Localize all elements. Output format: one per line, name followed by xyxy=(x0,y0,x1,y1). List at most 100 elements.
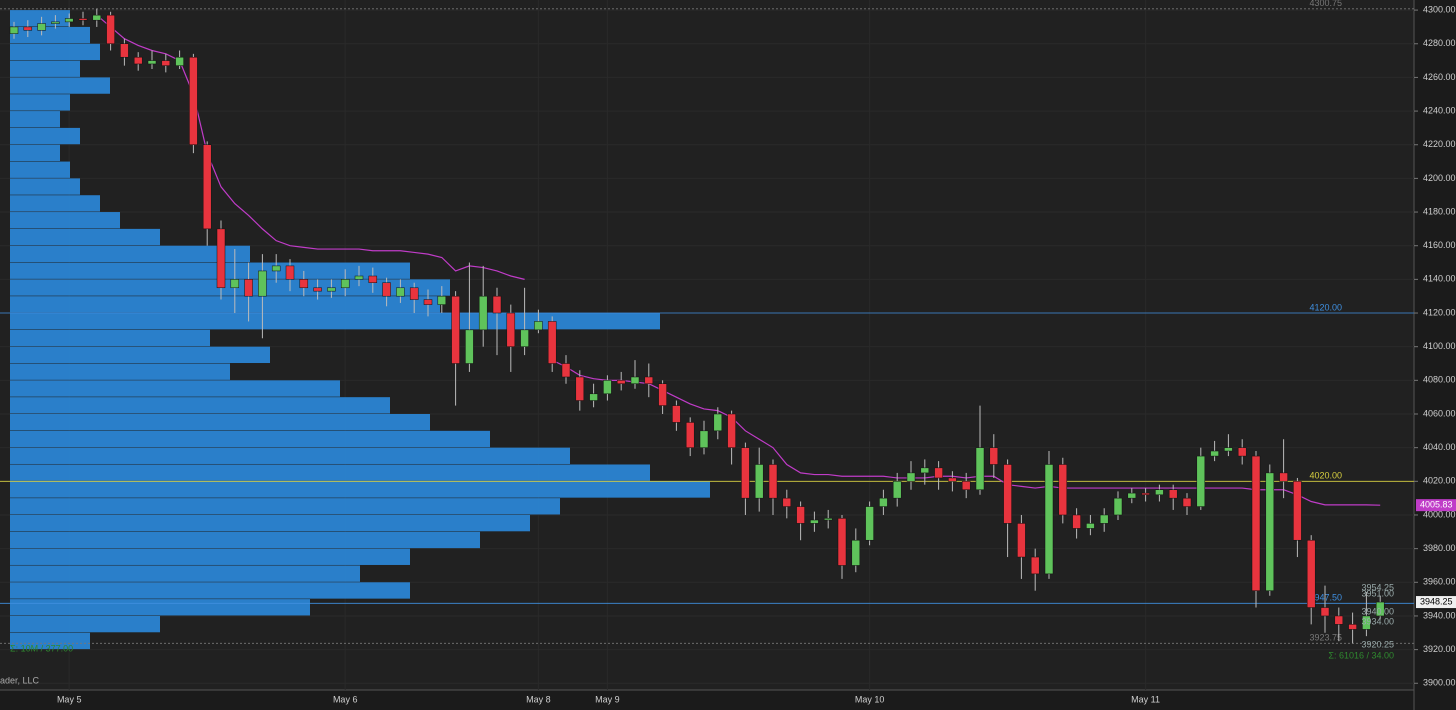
candle-body xyxy=(478,295,488,331)
candle-body xyxy=(37,23,46,31)
profile-bar xyxy=(10,245,250,263)
level-label: 3947.50 xyxy=(1309,593,1342,603)
y-tick-label: 4260.00 xyxy=(1423,72,1456,82)
candle-body xyxy=(1293,481,1302,541)
y-tick-label: 3900.00 xyxy=(1423,678,1456,688)
candle-body xyxy=(1362,615,1371,630)
candle-body xyxy=(327,287,336,292)
y-tick-label: 4060.00 xyxy=(1423,408,1456,418)
candle-body xyxy=(1113,497,1123,516)
candle-body xyxy=(451,295,460,364)
candle-body xyxy=(520,329,529,347)
candles xyxy=(9,8,1385,644)
labels: ader, LLC Σ: 10M / 377.00 3900.00 3920.00… xyxy=(0,4,1456,704)
profile-bar xyxy=(10,531,480,549)
candle-body xyxy=(133,56,143,65)
candle-body xyxy=(837,518,847,566)
candle-body xyxy=(175,56,184,66)
profile-label: Σ: 10M / 377.00 xyxy=(10,643,73,653)
candle-body xyxy=(644,376,654,384)
x-tick-label: May 10 xyxy=(855,694,885,704)
level-label: 3923.75 xyxy=(1309,633,1342,643)
candle-body xyxy=(616,380,626,384)
candle-body xyxy=(989,447,999,465)
candle-body xyxy=(423,299,433,305)
levels: 4300.75 4120.00 4020.00 3947.50 3923.75 xyxy=(0,0,1414,644)
profile-bar xyxy=(10,447,570,464)
candle-body xyxy=(51,21,60,24)
price-tag-label: 4005.83 xyxy=(1420,500,1453,510)
candle-body xyxy=(961,481,971,490)
x-tick-label: May 8 xyxy=(526,694,551,704)
candle-body xyxy=(64,18,74,23)
profile-bar xyxy=(10,111,60,128)
candle-body xyxy=(823,518,833,521)
candle-body xyxy=(202,144,212,230)
candle-body xyxy=(699,430,709,448)
x-tick-label: May 9 xyxy=(595,694,620,704)
candle-body xyxy=(879,497,888,507)
profile-bar xyxy=(10,414,430,431)
candle-body xyxy=(230,279,240,289)
candle-body xyxy=(354,275,364,280)
candle-body xyxy=(23,26,33,31)
price-axis xyxy=(1414,0,1456,710)
candle-body xyxy=(1072,514,1081,529)
candle-body xyxy=(106,14,115,45)
profile-bar xyxy=(10,430,490,448)
candle-body xyxy=(561,363,571,378)
candle-body xyxy=(340,279,350,289)
candle-body xyxy=(906,472,916,482)
candle-body xyxy=(685,422,695,448)
candle-body xyxy=(1141,492,1150,496)
y-tick-label: 3920.00 xyxy=(1423,644,1456,654)
profile-bar xyxy=(10,599,310,616)
candle-body xyxy=(147,60,157,65)
candle-body xyxy=(1196,455,1206,507)
candle-body xyxy=(1127,492,1137,499)
candle-body xyxy=(892,481,902,499)
profile-bar xyxy=(10,195,100,212)
candle-body xyxy=(258,270,267,297)
candle-body xyxy=(796,506,805,524)
candle-body xyxy=(810,519,819,524)
y-tick-label: 4080.00 xyxy=(1423,375,1456,385)
profile-bar xyxy=(10,77,110,94)
price-tag xyxy=(1416,499,1456,512)
profile-bar xyxy=(10,582,410,599)
level-label: 4300.75 xyxy=(1309,0,1342,8)
y-tick-label: 4200.00 xyxy=(1423,173,1456,183)
candle-body xyxy=(741,447,750,499)
candle-body xyxy=(1375,601,1385,617)
candle-body xyxy=(9,26,19,34)
candle-body xyxy=(1182,497,1192,507)
profile-bar xyxy=(10,60,80,77)
candle-body xyxy=(1306,539,1316,608)
y-tick-label: 3940.00 xyxy=(1423,610,1456,620)
candle-body xyxy=(492,295,502,314)
candle-body xyxy=(1168,489,1178,499)
candle-body xyxy=(713,413,723,432)
candle-body xyxy=(865,506,874,541)
profile-bar xyxy=(10,397,390,414)
profile-bar xyxy=(10,363,230,380)
y-tick-label: 3980.00 xyxy=(1423,543,1456,553)
profile-bar xyxy=(10,329,210,347)
candle-body xyxy=(589,393,598,401)
candle-body xyxy=(1265,472,1275,591)
profile-bar xyxy=(10,313,660,330)
y-tick-label: 4240.00 xyxy=(1423,105,1456,115)
candle-body xyxy=(244,279,253,297)
profile-bar xyxy=(10,228,160,246)
candle-body xyxy=(1224,447,1233,452)
y-tick-label: 4180.00 xyxy=(1423,206,1456,216)
candle-body xyxy=(465,329,474,364)
candle-body xyxy=(1279,472,1288,482)
candle-body xyxy=(92,14,102,21)
candle-body xyxy=(934,467,943,479)
candle-body xyxy=(727,413,736,448)
profile-bar xyxy=(10,212,120,229)
candle-body xyxy=(575,376,585,401)
time-axis xyxy=(0,690,1414,710)
